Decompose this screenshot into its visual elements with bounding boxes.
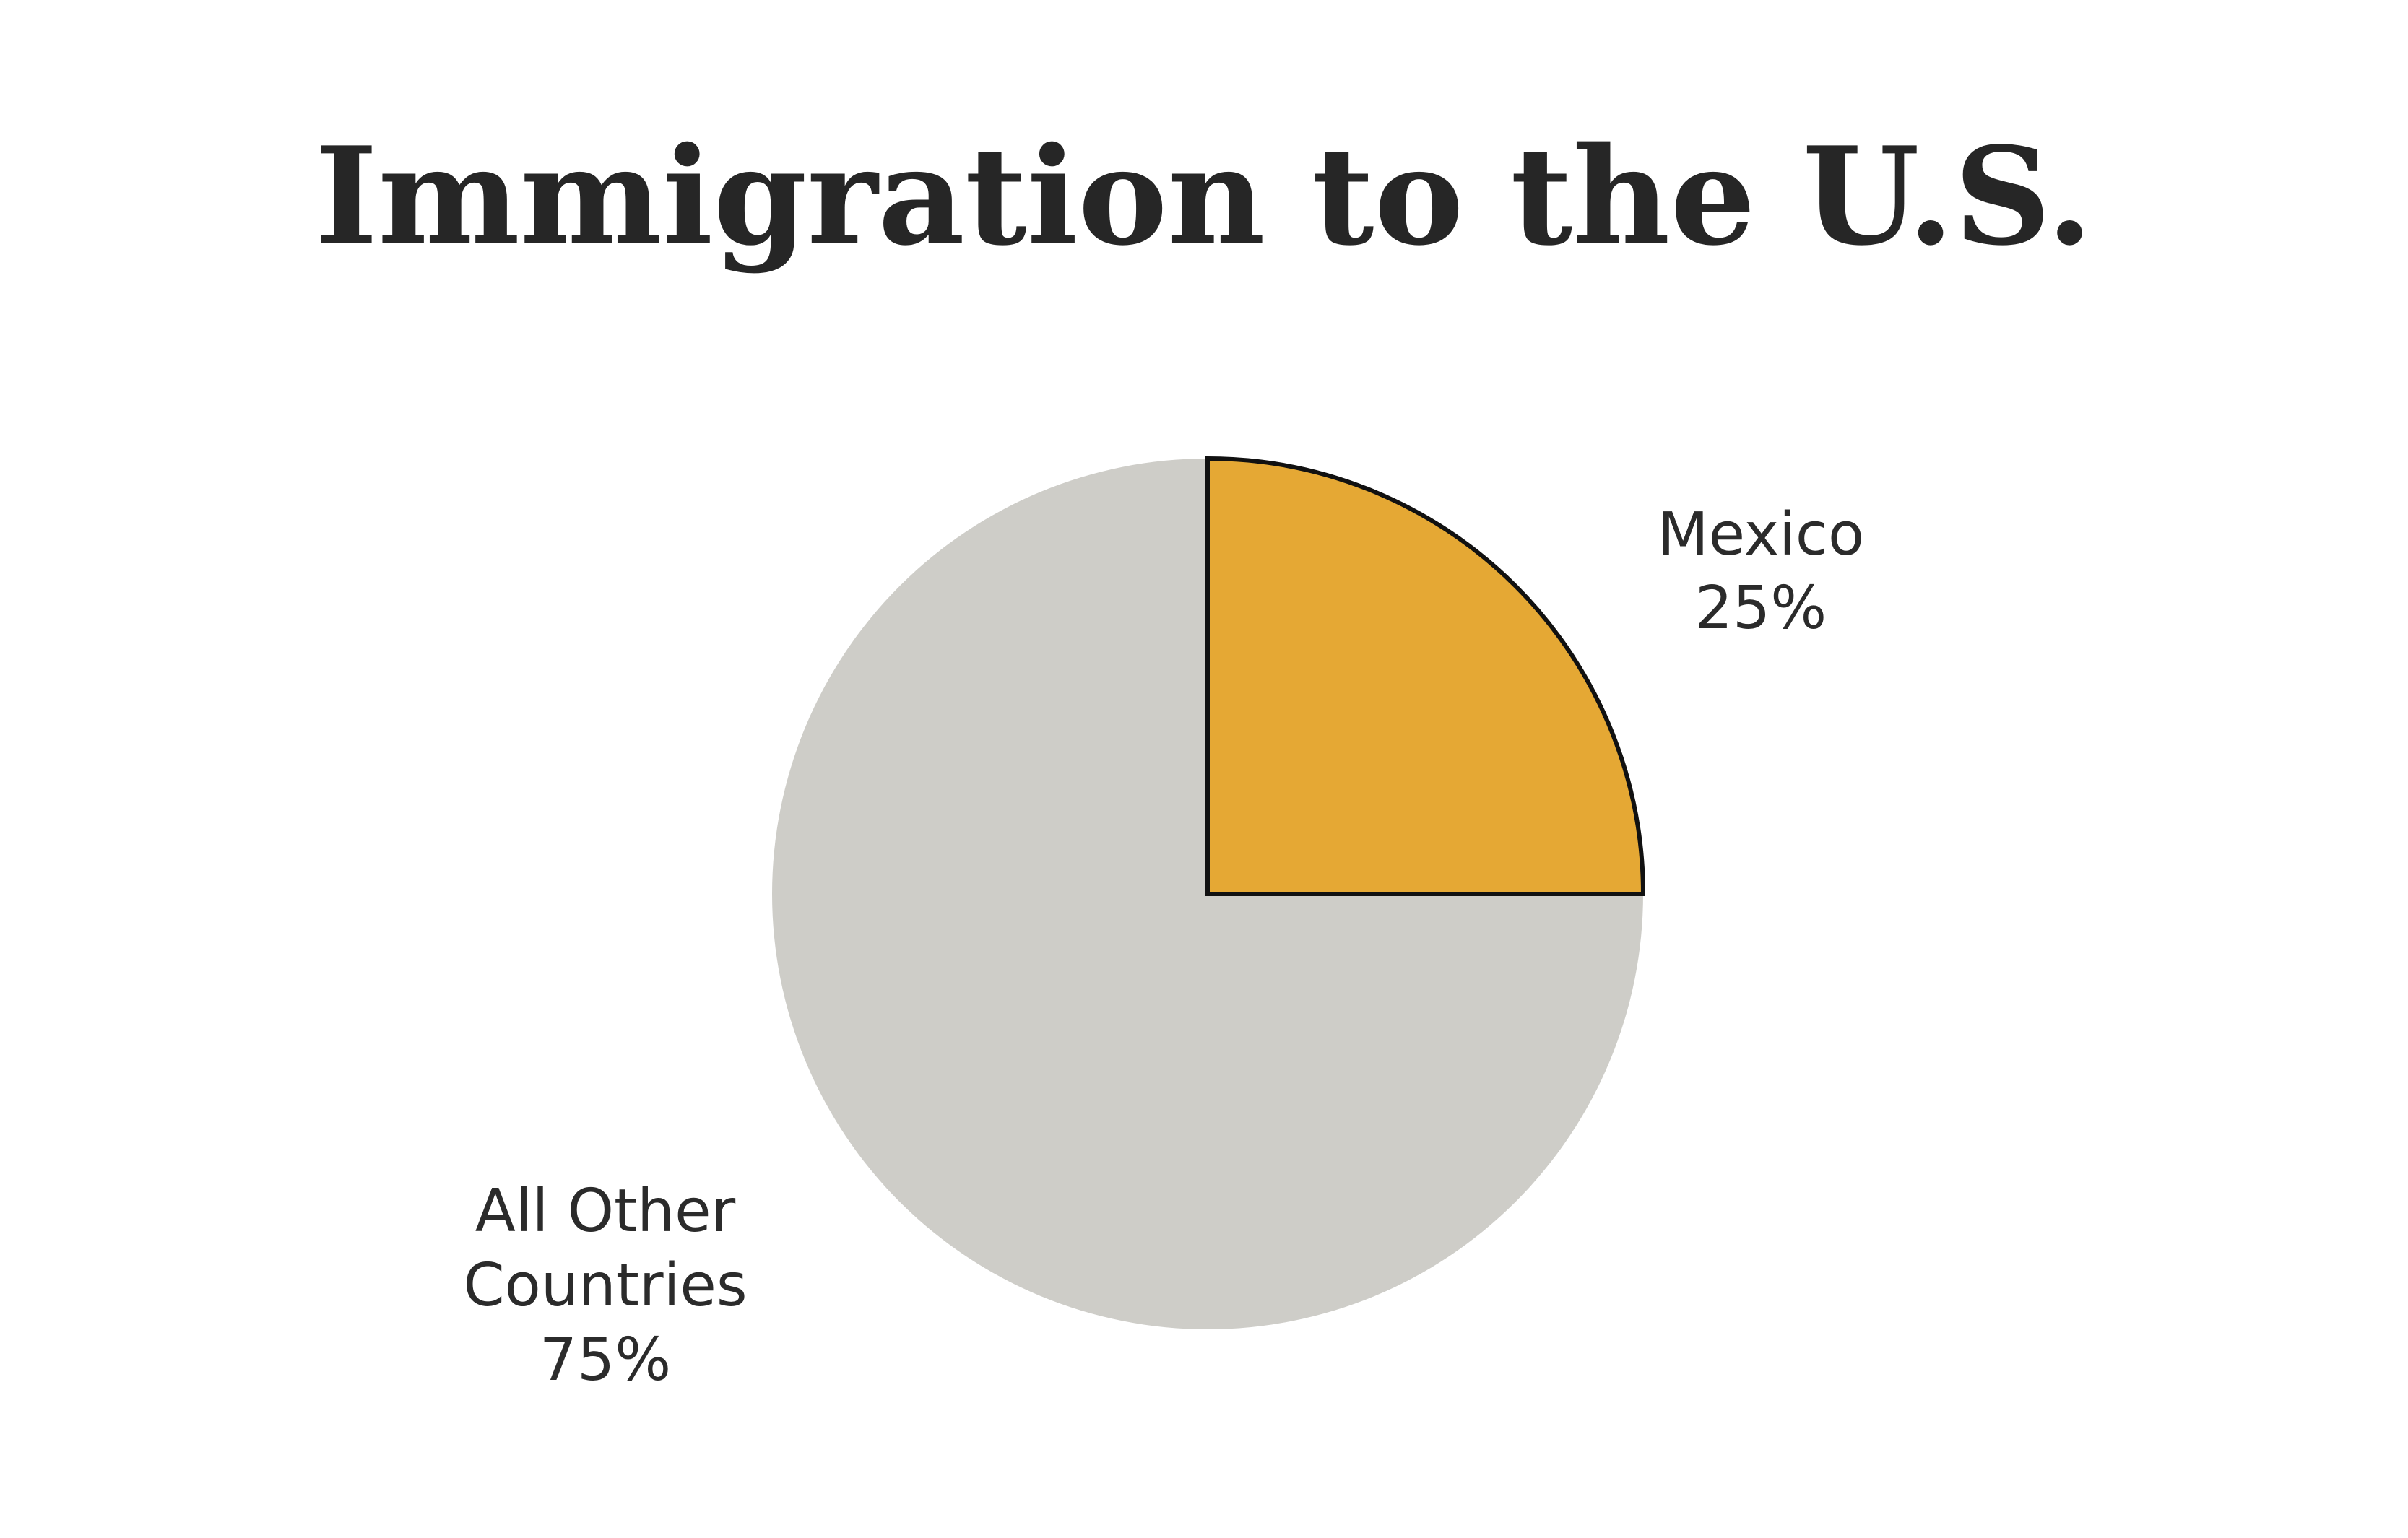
slice-label-mexico-value: 25% xyxy=(1695,574,1827,643)
chart-title: Immigration to the U.S. xyxy=(315,117,2093,275)
slice-label-other-line1: All Other xyxy=(475,1177,736,1246)
slice-label-other-line2: Countries xyxy=(463,1251,747,1320)
slice-label-other: All Other Countries 75% xyxy=(463,1177,747,1394)
slice-label-other-value: 75% xyxy=(540,1326,671,1394)
slice-label-mexico-name: Mexico xyxy=(1658,500,1864,569)
pie-slices xyxy=(772,456,1646,1329)
pie-slice-mexico xyxy=(1205,456,1646,896)
slice-label-mexico: Mexico 25% xyxy=(1658,500,1864,643)
